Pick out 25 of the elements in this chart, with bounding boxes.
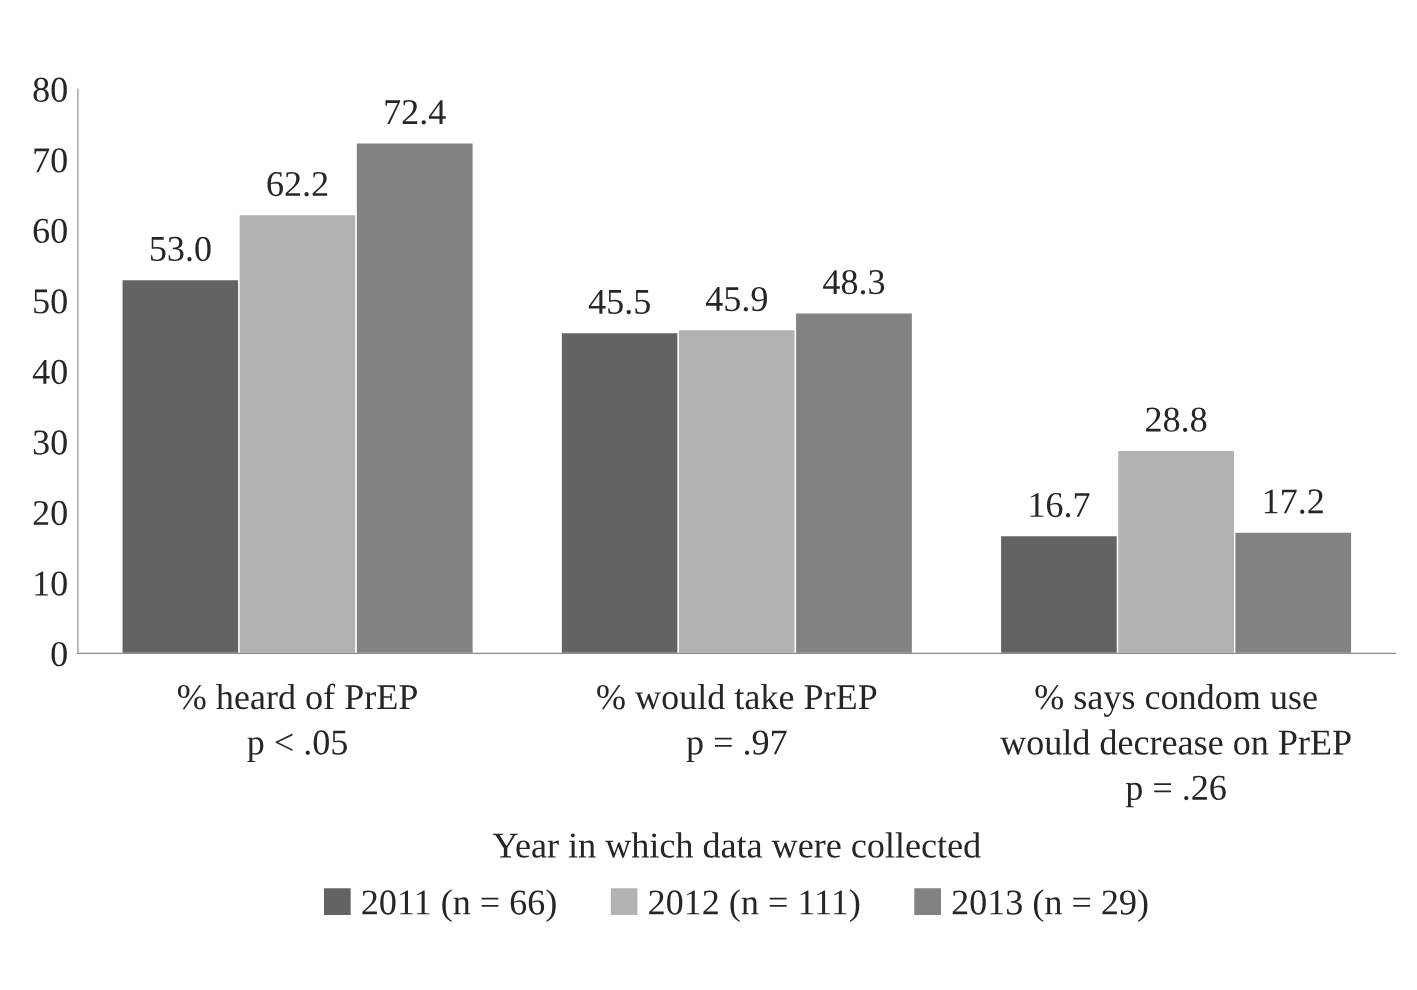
y-tick-label: 0	[51, 641, 67, 667]
x-tick-label: % heard of PrEP p < .05	[177, 683, 417, 762]
y-tick-label: 40	[32, 359, 67, 385]
data-label: 45.9	[705, 286, 767, 312]
y-tick-label: 50	[34, 289, 67, 314]
data-label: 48.3	[823, 269, 885, 295]
y-tick-label: 10	[35, 571, 67, 596]
y-tick-label: 80	[33, 77, 67, 102]
x-axis-title: Year in which data were collected	[492, 832, 981, 858]
x-tick-label: % would take PrEP p = .97	[597, 683, 877, 762]
data-label: 16.7	[1030, 492, 1090, 518]
data-label: 45.5	[588, 289, 650, 315]
data-label: 17.2	[1264, 489, 1323, 514]
y-tick-label: 30	[33, 430, 67, 455]
data-label: 53.0	[150, 236, 211, 262]
y-tick-label: 20	[33, 500, 67, 526]
y-tick-label: 60	[33, 218, 67, 244]
data-label: 62.2	[267, 171, 328, 197]
legend-label: 2013 (n = 29)	[952, 889, 1148, 923]
legend-label: 2012 (n = 111)	[649, 889, 860, 923]
data-label: 72.4	[385, 99, 446, 125]
y-tick-label: 70	[34, 148, 67, 173]
x-tick-label: % says condom use would decrease on PrEP p = .26	[1000, 683, 1351, 808]
legend-label: 2011 (n = 66)	[362, 889, 556, 923]
data-label: 28.8	[1146, 407, 1207, 432]
